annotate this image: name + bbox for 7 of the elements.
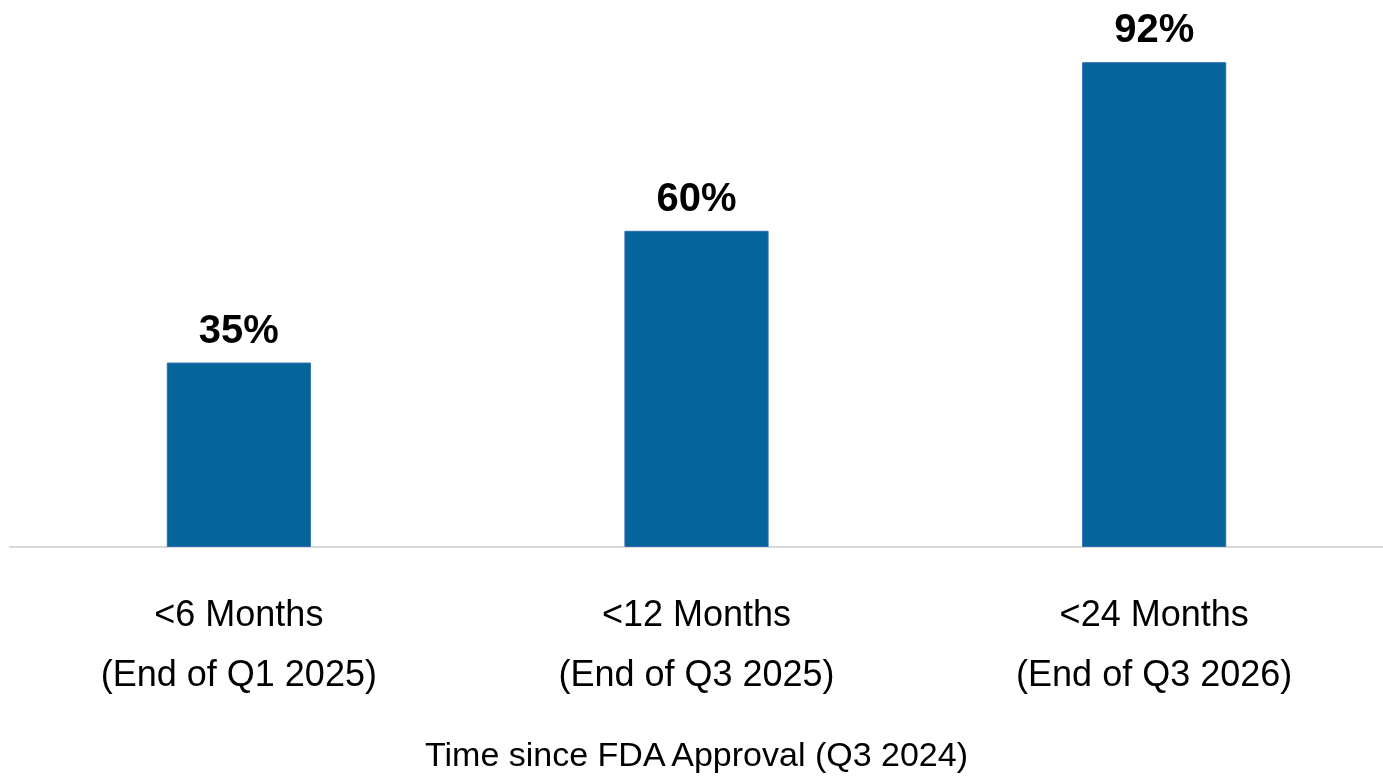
x-tick-label: <12 Months (End of Q3 2025)	[558, 592, 835, 694]
data-label: 35%	[198, 306, 279, 351]
x-tick-label: <24 Months (End of Q3 2026)	[1016, 592, 1293, 694]
x-tick-label: <6 Months (End of Q1 2025)	[100, 592, 377, 694]
data-label: 92%	[1114, 6, 1195, 51]
x-axis-title: Time since FDA Approval (Q3 2024)	[425, 735, 968, 773]
data-label: 60%	[656, 174, 737, 219]
